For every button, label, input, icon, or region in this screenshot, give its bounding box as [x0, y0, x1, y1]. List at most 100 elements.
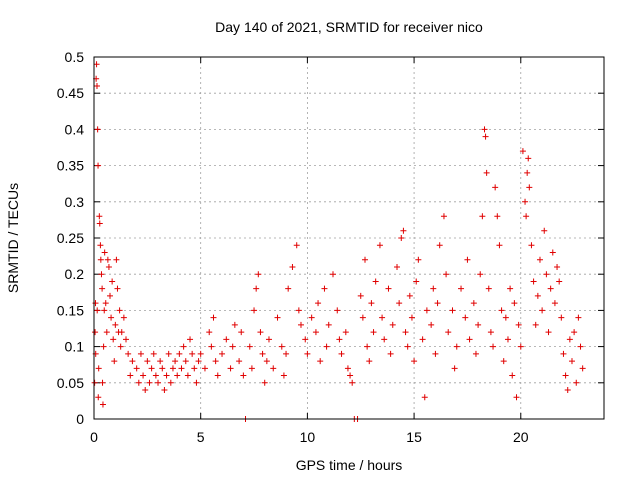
data-point: [312, 329, 319, 336]
data-point: [210, 314, 217, 321]
data-point: [270, 365, 277, 372]
data-point: [163, 372, 170, 379]
data-point: [146, 379, 153, 386]
data-point: [362, 256, 369, 263]
data-point: [379, 314, 386, 321]
data-point: [530, 278, 537, 285]
data-point: [532, 321, 539, 328]
x-tick-label: 15: [406, 429, 422, 445]
data-point: [112, 321, 119, 328]
data-point: [125, 350, 132, 357]
data-point: [504, 336, 511, 343]
data-point: [229, 343, 236, 350]
chart-title: Day 140 of 2021, SRMTID for receiver nic…: [215, 19, 483, 35]
data-point: [364, 343, 371, 350]
data-point: [103, 329, 110, 336]
grid: [93, 56, 604, 420]
data-point: [180, 343, 187, 350]
data-point: [193, 379, 200, 386]
data-point: [127, 372, 134, 379]
data-point: [133, 365, 140, 372]
data-point: [97, 256, 104, 263]
data-point: [274, 314, 281, 321]
data-point: [370, 329, 377, 336]
data-point: [487, 329, 494, 336]
data-point: [376, 242, 383, 249]
data-point: [176, 350, 183, 357]
data-point: [94, 307, 101, 314]
data-point: [579, 365, 586, 372]
data-point: [566, 336, 573, 343]
data-point: [101, 249, 108, 256]
data-point: [293, 242, 300, 249]
data-point: [142, 387, 149, 394]
x-tick-label: 20: [513, 429, 529, 445]
data-point: [496, 242, 503, 249]
data-point: [445, 329, 452, 336]
data-point: [562, 372, 569, 379]
y-tick-label: 0.25: [57, 230, 84, 246]
data-point: [483, 169, 490, 176]
data-point: [100, 343, 107, 350]
data-point: [95, 365, 102, 372]
data-point: [334, 307, 341, 314]
data-point: [568, 358, 575, 365]
data-point: [99, 401, 106, 408]
data-point: [536, 256, 543, 263]
data-point: [564, 387, 571, 394]
data-point: [406, 292, 413, 299]
data-point: [541, 227, 548, 234]
x-tick-label: 5: [197, 429, 205, 445]
data-point: [511, 300, 518, 307]
data-point: [475, 321, 482, 328]
data-point: [560, 350, 567, 357]
data-point: [349, 379, 356, 386]
x-tick-label: 0: [90, 429, 98, 445]
data-point: [308, 314, 315, 321]
data-point: [419, 336, 426, 343]
data-point: [524, 169, 531, 176]
data-point: [436, 242, 443, 249]
data-point: [517, 343, 524, 350]
y-tick-label: 0.5: [65, 49, 85, 65]
data-point: [509, 372, 516, 379]
data-point: [107, 292, 114, 299]
data-point: [236, 358, 243, 365]
data-point: [462, 314, 469, 321]
plot-frame: [93, 56, 605, 420]
data-point: [99, 285, 106, 292]
data-point: [458, 285, 465, 292]
data-point: [118, 329, 125, 336]
data-point: [368, 300, 375, 307]
data-point: [253, 285, 260, 292]
data-point: [114, 285, 121, 292]
data-point: [289, 263, 296, 270]
data-point: [421, 394, 428, 401]
data-point: [534, 292, 541, 299]
data-point: [336, 336, 343, 343]
data-point: [265, 336, 272, 343]
data-point: [359, 314, 366, 321]
data-point: [208, 343, 215, 350]
data-point: [321, 285, 328, 292]
data-point: [413, 278, 420, 285]
tick-labels: 0 0.05 0.1 0.15 0.2 0.25 0.3 0.35 0.4 0.45 0.5 0 5 10…: [57, 49, 529, 445]
data-point: [248, 365, 255, 372]
data-point: [434, 300, 441, 307]
data-point: [451, 365, 458, 372]
data-point: [135, 379, 142, 386]
data-point: [169, 365, 176, 372]
data-point: [394, 263, 401, 270]
data-point: [453, 343, 460, 350]
data-point: [357, 292, 364, 299]
data-point: [432, 350, 439, 357]
data-point: [111, 358, 118, 365]
data-point: [366, 358, 373, 365]
data-point: [157, 358, 164, 365]
y-tick-label: 0.15: [57, 302, 84, 318]
data-point: [197, 350, 204, 357]
data-point: [206, 329, 213, 336]
data-point: [423, 307, 430, 314]
data-point: [526, 184, 533, 191]
